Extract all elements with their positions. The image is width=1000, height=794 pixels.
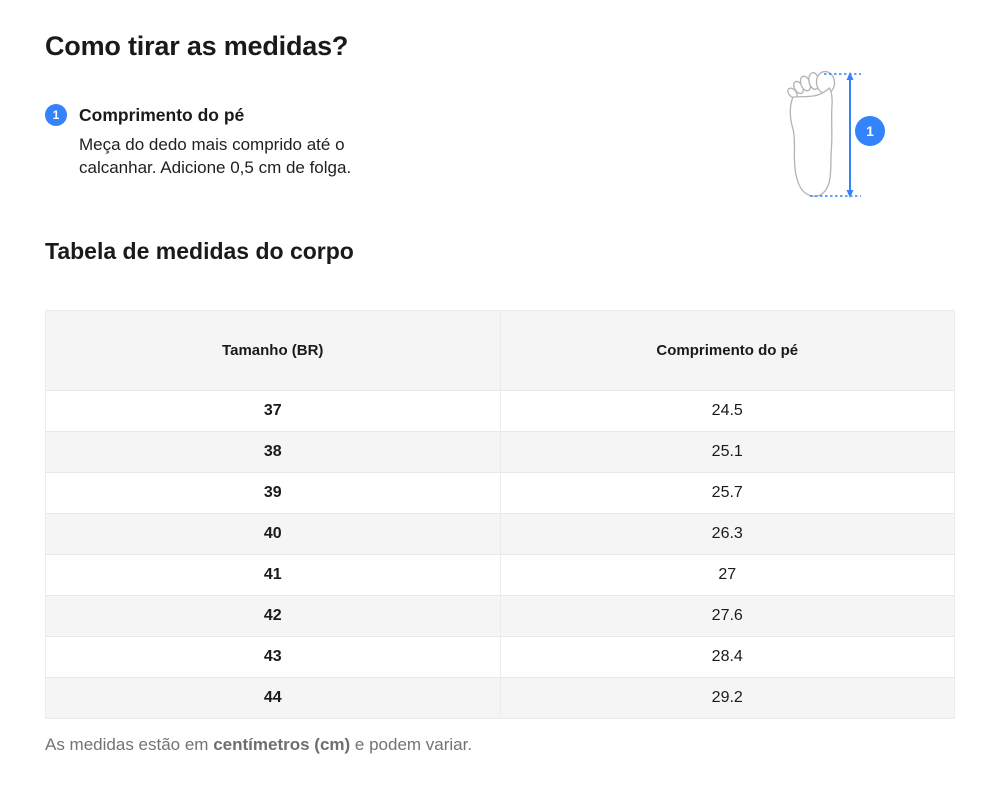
measurement-disclaimer: As medidas estão em centímetros (cm) e p… xyxy=(45,733,472,756)
disclaimer-unit: centímetros (cm) xyxy=(213,735,351,754)
column-header-foot-length: Comprimento do pé xyxy=(499,310,955,391)
length-cell: 25.7 xyxy=(499,472,955,514)
measurement-step: 1 Comprimento do pé Meça do dedo mais co… xyxy=(45,103,411,179)
length-cell: 27.6 xyxy=(499,595,955,637)
size-table: Tamanho (BR) Comprimento do pé 37 24.5 3… xyxy=(45,310,955,719)
measure-arrow-icon xyxy=(810,72,861,198)
step-label: Comprimento do pé xyxy=(79,105,245,125)
size-cell: 37 xyxy=(45,390,500,432)
table-section-title: Tabela de medidas do corpo xyxy=(45,238,354,264)
size-cell: 40 xyxy=(45,513,500,555)
table-row: 39 25.7 xyxy=(45,472,955,514)
table-row: 38 25.1 xyxy=(45,431,955,473)
table-header-row: Tamanho (BR) Comprimento do pé xyxy=(45,310,955,391)
size-cell: 41 xyxy=(45,554,500,596)
column-header-size: Tamanho (BR) xyxy=(45,310,500,391)
length-cell: 24.5 xyxy=(499,390,955,432)
table-row: 42 27.6 xyxy=(45,595,955,637)
size-cell: 43 xyxy=(45,636,500,678)
length-cell: 28.4 xyxy=(499,636,955,678)
table-row: 44 29.2 xyxy=(45,677,955,719)
step-text: Comprimento do pé Meça do dedo mais comp… xyxy=(79,103,411,179)
table-row: 43 28.4 xyxy=(45,636,955,678)
foot-outline-icon xyxy=(787,70,861,198)
length-cell: 26.3 xyxy=(499,513,955,555)
step-number-badge: 1 xyxy=(45,104,67,126)
foot-measurement-diagram: 1 xyxy=(780,63,915,203)
table-row: 41 27 xyxy=(45,554,955,596)
size-cell: 39 xyxy=(45,472,500,514)
step-description: Meça do dedo mais comprido até o calcanh… xyxy=(79,135,352,177)
diagram-number-badge: 1 xyxy=(855,116,885,146)
length-cell: 27 xyxy=(499,554,955,596)
page-title: Como tirar as medidas? xyxy=(45,31,349,61)
size-cell: 38 xyxy=(45,431,500,473)
length-cell: 25.1 xyxy=(499,431,955,473)
size-cell: 44 xyxy=(45,677,500,719)
table-row: 37 24.5 xyxy=(45,390,955,432)
disclaimer-prefix: As medidas estão em xyxy=(45,735,214,754)
size-cell: 42 xyxy=(45,595,500,637)
length-cell: 29.2 xyxy=(499,677,955,719)
table-row: 40 26.3 xyxy=(45,513,955,555)
disclaimer-suffix: e podem variar. xyxy=(350,735,473,754)
foot-shape xyxy=(787,70,836,197)
